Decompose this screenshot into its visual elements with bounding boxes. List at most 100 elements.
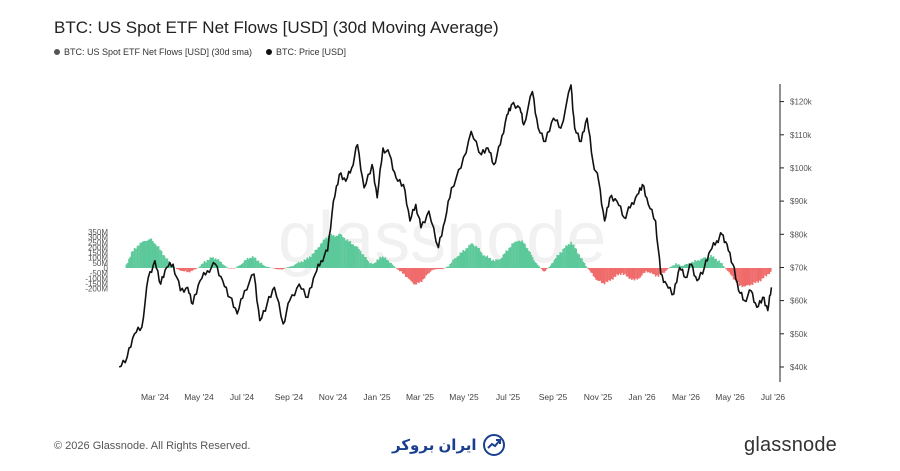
flow-bar <box>397 268 400 270</box>
flow-bar <box>150 238 153 268</box>
flow-bar <box>729 268 732 275</box>
flow-bar <box>415 268 418 285</box>
flow-bar <box>548 266 551 268</box>
flow-bar <box>291 266 294 268</box>
flow-bar <box>707 256 709 268</box>
flow-bar <box>533 260 535 268</box>
flow-bar <box>313 253 315 268</box>
flow-bar <box>202 263 204 268</box>
flow-bar <box>329 235 331 268</box>
flow-bar <box>708 257 711 268</box>
flow-bar <box>764 268 766 276</box>
flow-bar <box>143 240 146 268</box>
flow-bar <box>384 257 387 268</box>
right-tick-label: $90k <box>790 197 808 206</box>
flow-bar <box>336 235 339 268</box>
flow-bar <box>211 257 213 268</box>
flow-bar <box>689 263 692 268</box>
flow-bar <box>765 268 768 277</box>
flow-bar <box>418 268 420 284</box>
flow-bar <box>669 266 672 268</box>
flow-bar <box>366 259 369 268</box>
flow-bar <box>758 268 761 281</box>
flow-bar <box>459 252 462 268</box>
flow-bar <box>617 268 619 276</box>
flow-bar <box>554 258 557 268</box>
flow-bar <box>744 268 747 287</box>
flow-bar <box>719 262 722 268</box>
flow-bar <box>163 255 166 268</box>
flow-bar <box>208 260 210 268</box>
flow-bar <box>359 250 362 268</box>
flow-bar <box>294 264 297 268</box>
flow-bar <box>428 268 430 274</box>
flow-bar <box>559 252 561 268</box>
flow-bar <box>422 268 424 280</box>
flow-bar <box>610 268 613 279</box>
legend-item-flows[interactable]: BTC: US Spot ETF Net Flows [USD] (30d sm… <box>54 47 252 57</box>
flow-bar <box>133 248 136 268</box>
flow-bar <box>253 257 255 268</box>
footer-copyright: © 2026 Glassnode. All Rights Reserved. <box>54 440 251 452</box>
flow-bar <box>636 268 639 280</box>
flow-bar <box>438 268 440 270</box>
right-tick-label: $70k <box>790 264 808 273</box>
flow-bar <box>332 234 335 268</box>
flow-bar <box>263 265 266 268</box>
flow-bar <box>692 262 695 268</box>
flow-bar <box>203 260 206 268</box>
left-tick-label: -200M <box>85 285 108 294</box>
flow-bar <box>339 233 341 268</box>
flow-bar <box>436 268 439 270</box>
glassnode-logo[interactable]: glassnode <box>744 434 837 456</box>
flow-bar <box>487 258 490 268</box>
flow-bar <box>645 268 647 271</box>
flow-bar <box>356 246 359 268</box>
flow-bar <box>698 260 701 268</box>
flow-bar <box>403 268 406 274</box>
flow-bar <box>716 261 719 268</box>
flow-bar <box>355 246 357 268</box>
flow-bar <box>286 267 288 268</box>
flow-bar <box>302 262 304 268</box>
flow-bar <box>715 258 717 268</box>
flow-bar <box>317 247 320 268</box>
left-tick-label: -50M <box>90 269 109 278</box>
legend-item-price[interactable]: BTC: Price [USD] <box>266 47 346 57</box>
flow-bar <box>526 248 529 268</box>
flow-bar <box>455 258 457 268</box>
flow-bar <box>338 234 340 268</box>
flow-bar <box>153 243 156 268</box>
flow-bar <box>542 268 544 271</box>
flow-bar <box>552 262 554 268</box>
flow-bar <box>750 268 752 285</box>
flow-bar <box>262 264 264 268</box>
flow-bar <box>557 255 560 268</box>
flow-bar <box>420 268 423 282</box>
flow-bar <box>365 257 367 268</box>
flow-bar <box>446 266 449 268</box>
flow-bar <box>216 259 218 268</box>
flow-bar <box>737 268 739 283</box>
flow-bar <box>524 243 526 268</box>
flow-bar <box>305 259 307 268</box>
flow-bar <box>768 268 771 274</box>
flow-bar <box>331 235 334 268</box>
flow-bar <box>330 234 332 268</box>
flow-bar <box>650 268 653 273</box>
flow-bar <box>549 265 552 268</box>
flow-bar <box>439 268 442 270</box>
flow-bar <box>414 268 416 285</box>
flow-bar <box>390 263 392 268</box>
flow-bar <box>249 257 251 268</box>
flow-bar <box>442 268 444 270</box>
flow-bar <box>508 247 510 268</box>
flow-bar <box>590 268 592 273</box>
flow-bar <box>267 267 270 268</box>
flow-bar <box>423 268 426 279</box>
flow-bar <box>556 254 559 268</box>
x-tick-label: Jul '24 <box>230 392 255 402</box>
flow-bar <box>583 263 586 268</box>
flow-bar <box>327 235 330 268</box>
flow-bar <box>409 268 411 280</box>
